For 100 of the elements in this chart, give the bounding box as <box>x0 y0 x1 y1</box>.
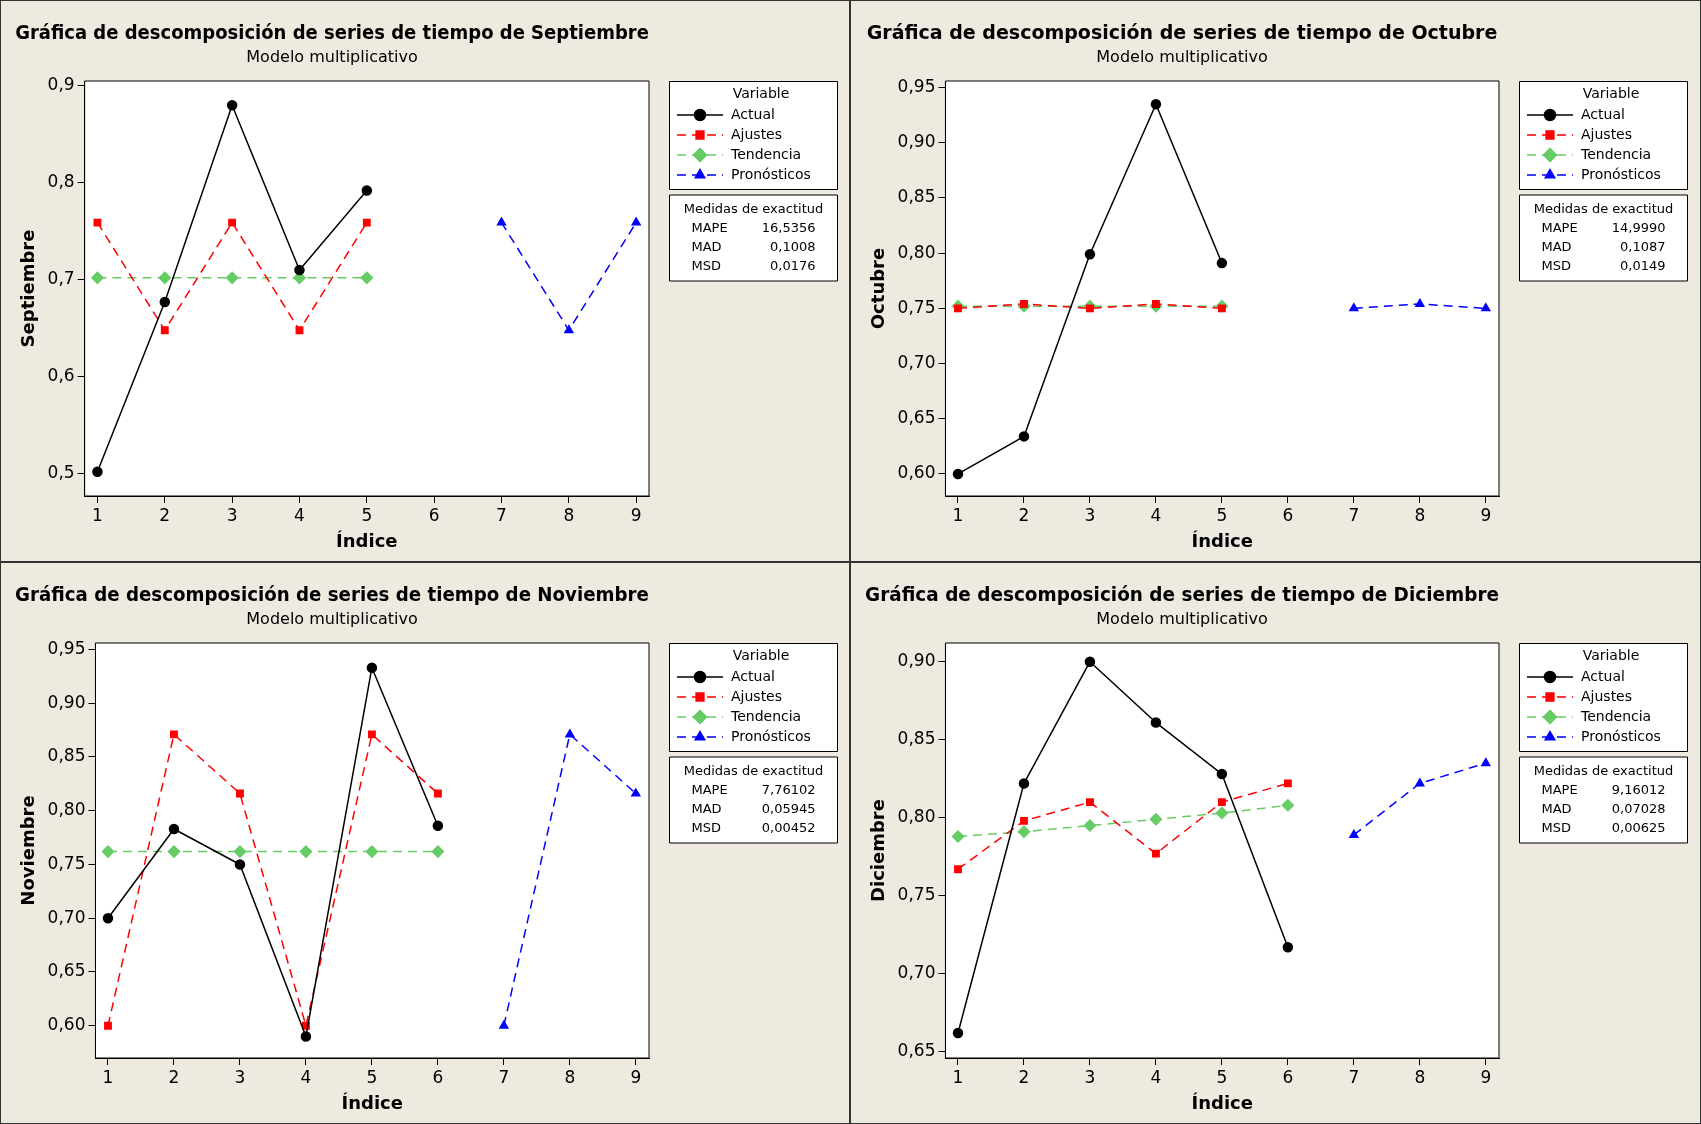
x-tick-label: 5 <box>1216 1066 1228 1087</box>
y-tick-label: 0,90 <box>47 691 86 712</box>
text: MAPE 14,9990 <box>1541 219 1666 235</box>
y-tick-label: 0,85 <box>47 745 86 766</box>
y-tick-label: 0,5 <box>47 462 75 483</box>
x-tick-label: 5 <box>366 1066 378 1087</box>
y-tick-label: 0,80 <box>47 799 86 820</box>
x-tick-label: 3 <box>1084 1066 1096 1087</box>
y-tick-label: 0,80 <box>897 806 936 827</box>
x-tick-label: 8 <box>563 504 575 525</box>
legend-label: Tendencia <box>1580 707 1652 724</box>
x-tick-label: 7 <box>1348 504 1360 525</box>
y-tick-label: 0,65 <box>897 1040 936 1061</box>
x-tick-label: 9 <box>630 504 642 525</box>
y-tick-label: 0,60 <box>897 462 936 483</box>
y-tick-label: 0,85 <box>897 186 936 207</box>
legend-label: Actual <box>731 667 775 684</box>
text: MSD 0,00452 <box>691 819 816 835</box>
x-tick-label: 8 <box>1414 1066 1426 1087</box>
chart-subtitle: Modelo multiplicativo <box>1096 46 1268 66</box>
x-tick-label: 5 <box>1216 504 1228 525</box>
y-tick-label: 0,7 <box>47 268 75 289</box>
y-tick-label: 0,85 <box>897 728 936 749</box>
x-tick-label: 8 <box>1414 504 1426 525</box>
y-tick-label: 0,90 <box>897 131 936 152</box>
chart-subtitle: Modelo multiplicativo <box>246 46 418 66</box>
y-axis-title: Noviembre <box>17 795 39 906</box>
legend-label: Tendencia <box>730 707 802 724</box>
x-tick-label: 2 <box>168 1066 180 1087</box>
x-tick-label: 6 <box>1282 504 1294 525</box>
x-tick-label: 9 <box>1480 504 1492 525</box>
text: MSD 0,0149 <box>1541 257 1666 273</box>
legend-label: Actual <box>1581 667 1625 684</box>
chart-title: Gráfica de descomposición de series de tiempo de Diciembre <box>865 584 1499 606</box>
text: MSD 0,00625 <box>1541 819 1666 835</box>
text: Medidas de exactitud <box>683 200 824 216</box>
y-tick-label: 0,75 <box>897 884 936 905</box>
y-tick-label: 0,70 <box>47 906 86 927</box>
chart-subtitle: Modelo multiplicativo <box>1096 608 1268 628</box>
x-tick-label: 3 <box>234 1066 246 1087</box>
legend-label: Pronósticos <box>731 165 811 182</box>
x-tick-label: 4 <box>1150 1066 1162 1087</box>
legend-label: Pronósticos <box>731 727 811 744</box>
chart-title: Gráfica de descomposición de series de tiempo de Octubre <box>866 21 1498 44</box>
x-tick-label: 8 <box>564 1066 576 1087</box>
x-axis-title: Índice <box>1191 1091 1253 1113</box>
y-tick-label: 0,70 <box>897 351 936 372</box>
text: Medidas de exactitud <box>1533 200 1674 216</box>
legend-label: Ajustes <box>731 687 783 704</box>
x-tick-label: 2 <box>1018 504 1030 525</box>
x-tick-label: 1 <box>952 1066 964 1087</box>
x-tick-label: 7 <box>498 1066 510 1087</box>
x-tick-label: 5 <box>361 504 373 525</box>
legend-label: Ajustes <box>731 125 783 142</box>
legend-label: Pronósticos <box>1581 727 1661 744</box>
y-axis-title: Octubre <box>867 247 889 330</box>
text: MAPE 9,16012 <box>1541 781 1666 797</box>
y-tick-label: 0,80 <box>897 241 936 262</box>
y-tick-label: 0,70 <box>897 962 936 983</box>
y-tick-label: 0,95 <box>47 637 86 658</box>
legend-title: Variable <box>1582 646 1640 663</box>
legend-label: Actual <box>1581 105 1625 122</box>
y-tick-label: 0,65 <box>897 407 936 428</box>
legend-title: Variable <box>732 84 790 101</box>
x-tick-label: 2 <box>159 504 171 525</box>
legend-label: Tendencia <box>730 145 802 162</box>
x-tick-label: 2 <box>1018 1066 1030 1087</box>
x-tick-label: 3 <box>1084 504 1096 525</box>
y-tick-label: 0,8 <box>47 171 75 192</box>
legend-label: Actual <box>731 105 775 122</box>
x-axis-title: Índice <box>336 529 398 551</box>
text: MAPE 16,5356 <box>691 219 816 235</box>
text: MAD 0,1008 <box>691 238 816 254</box>
text: MAD 0,05945 <box>691 800 816 816</box>
x-tick-label: 4 <box>294 504 305 525</box>
x-tick-label: 6 <box>432 1066 444 1087</box>
y-axis-title: Septiembre <box>17 229 39 348</box>
y-tick-label: 0,75 <box>47 852 86 873</box>
legend-label: Pronósticos <box>1581 165 1661 182</box>
y-tick-label: 0,65 <box>47 960 86 981</box>
y-tick-label: 0,90 <box>897 650 936 671</box>
x-tick-label: 1 <box>92 504 103 525</box>
y-tick-label: 0,95 <box>897 76 936 97</box>
x-tick-label: 9 <box>630 1066 642 1087</box>
x-tick-label: 7 <box>496 504 507 525</box>
text: Medidas de exactitud <box>1533 762 1674 778</box>
x-axis-title: Índice <box>1191 529 1253 551</box>
legend-label: Ajustes <box>1581 125 1633 142</box>
x-tick-label: 1 <box>102 1066 114 1087</box>
legend-label: Tendencia <box>1580 145 1652 162</box>
text: MAPE 7,76102 <box>691 781 816 797</box>
chart-subtitle: Modelo multiplicativo <box>246 608 418 628</box>
x-axis-title: Índice <box>341 1091 403 1113</box>
x-tick-label: 9 <box>1480 1066 1492 1087</box>
text: MSD 0,0176 <box>691 257 816 273</box>
y-tick-label: 0,9 <box>47 74 75 95</box>
y-tick-label: 0,6 <box>47 365 75 386</box>
legend-title: Variable <box>1582 84 1640 101</box>
y-axis-title: Diciembre <box>867 799 889 902</box>
chart-title: Gráfica de descomposición de series de tiempo de Septiembre <box>15 21 649 44</box>
